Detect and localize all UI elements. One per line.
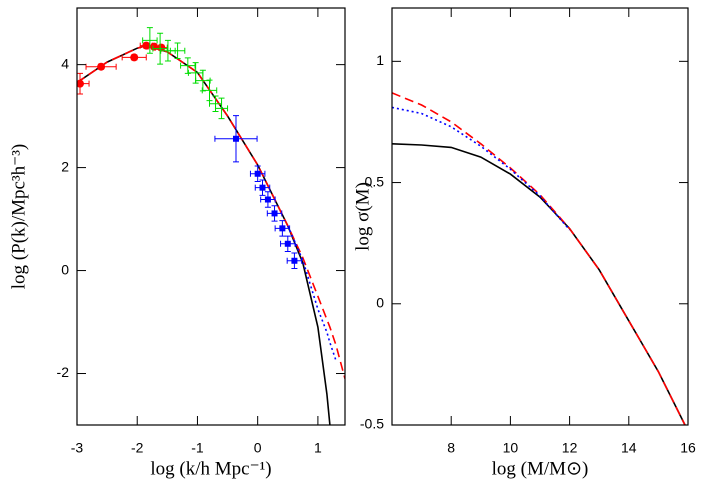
y-tick-label: 2 <box>61 158 69 174</box>
error-bar <box>169 42 186 59</box>
plot-area <box>77 27 345 425</box>
data-point <box>279 225 286 232</box>
data-point <box>97 62 106 71</box>
data-point <box>259 184 266 191</box>
y-axis-label: log (P(k)/Mpc³h⁻³) <box>8 144 29 289</box>
data-point <box>271 210 278 217</box>
y-tick-label: 1 <box>376 52 384 68</box>
x-tick-label: -2 <box>131 440 144 456</box>
data-point <box>264 196 271 203</box>
data-point <box>291 257 298 264</box>
x-tick-label: 0 <box>254 440 262 456</box>
error-bar <box>142 27 158 54</box>
error-bar <box>215 97 229 120</box>
plot-area <box>392 92 686 425</box>
data-point <box>232 135 239 142</box>
y-tick-label: -0.5 <box>360 416 384 432</box>
curve <box>392 92 686 425</box>
y-axis-label: log σ(M) <box>352 182 373 251</box>
data-point <box>157 43 166 52</box>
x-tick-label: 10 <box>503 440 519 456</box>
data-point <box>77 79 85 88</box>
data-point <box>254 170 261 177</box>
error-bar <box>152 32 168 65</box>
data-point <box>142 41 151 50</box>
x-tick-label: 14 <box>621 440 637 456</box>
x-tick-label: 1 <box>314 440 322 456</box>
y-tick-label: 0 <box>61 261 69 277</box>
x-tick-label: 16 <box>680 440 696 456</box>
y-tick-label: -2 <box>57 364 70 380</box>
error-bar <box>201 79 218 102</box>
x-tick-label: -3 <box>71 440 84 456</box>
curve <box>77 44 345 379</box>
error-bar <box>195 69 211 92</box>
y-tick-label: 4 <box>61 55 69 71</box>
error-bar <box>180 57 196 74</box>
x-axis-label: log (M/M⊙) <box>492 458 589 479</box>
y-tick-label: 0.5 <box>365 173 385 189</box>
data-point <box>150 42 159 51</box>
axes-frame <box>76 7 346 426</box>
curve <box>392 143 686 425</box>
x-axis-label: log (k/h Mpc⁻¹) <box>150 458 271 479</box>
data-point <box>284 240 291 247</box>
curve <box>287 225 337 361</box>
curve <box>392 106 571 231</box>
x-tick-label: 8 <box>447 440 455 456</box>
x-tick-label: 12 <box>562 440 578 456</box>
y-tick-label: 0 <box>376 294 384 310</box>
x-tick-label: -1 <box>191 440 204 456</box>
data-point <box>130 53 139 62</box>
axes-frame <box>391 7 689 426</box>
